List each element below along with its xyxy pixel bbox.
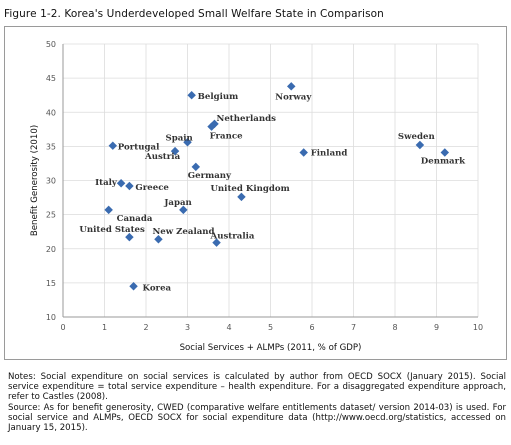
y-tick-label: 50 [46, 40, 56, 49]
data-point [237, 192, 246, 202]
point-label: Netherlands [216, 114, 276, 124]
point-label: Finland [311, 149, 348, 159]
x-tick-label: 1 [102, 323, 107, 332]
point-label: Greece [135, 183, 169, 193]
point-label: Norway [275, 92, 312, 102]
figure-notes: Notes: Social expenditure on social serv… [8, 372, 506, 433]
data-point [170, 146, 180, 156]
point-label: Austria [144, 152, 181, 162]
data-point [212, 238, 221, 247]
point-label: Belgium [198, 92, 239, 102]
point-label: Japan [163, 198, 192, 208]
data-point [129, 282, 138, 291]
data-point [187, 90, 196, 100]
data-point [154, 234, 163, 244]
point-label: France [210, 132, 244, 142]
data-point [207, 122, 216, 131]
data-point [125, 181, 134, 191]
point-label: Denmark [421, 157, 466, 167]
data-point [299, 148, 308, 157]
figure-title: Figure 1-2. Korea's Underdeveloped Small… [4, 8, 384, 20]
point-label: United States [79, 225, 145, 235]
data-point [125, 232, 134, 242]
point-label: United Kingdom [210, 184, 289, 194]
x-tick-label: 3 [185, 323, 190, 332]
notes-text: Notes: Social expenditure on social serv… [8, 372, 506, 403]
point-label: Portugal [118, 143, 160, 153]
point-label: Canada [117, 214, 153, 224]
data-point [104, 205, 113, 215]
x-tick-label: 7 [351, 323, 356, 332]
data-point [108, 141, 118, 150]
point-label: Australia [210, 232, 255, 242]
chart-frame [4, 26, 507, 360]
y-tick-label: 10 [46, 313, 56, 322]
data-point [440, 148, 450, 157]
data-point [183, 138, 192, 147]
x-tick-label: 10 [473, 323, 483, 332]
y-tick-label: 25 [46, 211, 56, 220]
x-tick-label: 9 [434, 323, 439, 332]
data-point [116, 178, 126, 188]
point-label: Italy [95, 178, 118, 188]
x-axis-title: Social Services + ALMPs (2011, % of GDP) [180, 343, 362, 353]
point-label: Germany [188, 171, 232, 181]
x-tick-label: 5 [268, 323, 273, 332]
y-tick-label: 40 [46, 108, 56, 117]
x-tick-label: 6 [309, 323, 314, 332]
point-label: Spain [166, 133, 194, 143]
point-label: Sweden [398, 132, 436, 142]
point-label: New Zealand [152, 227, 214, 237]
x-tick-label: 2 [143, 323, 148, 332]
y-tick-label: 15 [46, 279, 56, 288]
y-tick-label: 35 [46, 142, 56, 151]
y-axis-title: Benefit Generosity (2010) [30, 125, 40, 236]
x-tick-label: 0 [60, 323, 65, 332]
y-tick-label: 20 [46, 245, 56, 254]
data-point [287, 82, 296, 91]
data-point [191, 162, 201, 172]
x-tick-label: 8 [392, 323, 397, 332]
point-label: Korea [143, 283, 172, 293]
data-point [415, 140, 425, 150]
y-tick-label: 30 [46, 177, 56, 186]
data-point [179, 205, 188, 215]
x-tick-label: 4 [226, 323, 231, 332]
source-text: Source: As for benefit generosity, CWED … [8, 402, 506, 434]
y-tick-label: 45 [46, 74, 56, 83]
